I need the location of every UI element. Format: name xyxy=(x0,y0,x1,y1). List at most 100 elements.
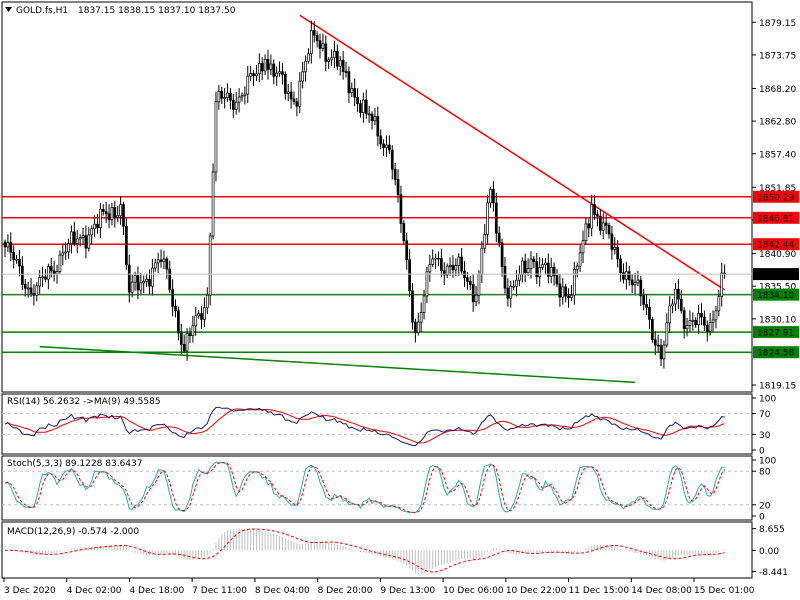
candle-body xyxy=(153,262,157,269)
candle xyxy=(353,78,357,107)
rsi-line xyxy=(4,406,725,447)
stochastic-panel[interactable] xyxy=(1,455,753,521)
candle-body xyxy=(564,286,568,297)
candle xyxy=(304,55,307,82)
candle xyxy=(78,234,82,247)
candle xyxy=(688,310,692,332)
candle xyxy=(648,299,651,329)
candle-body xyxy=(448,265,452,267)
candle xyxy=(113,200,117,228)
candle-body xyxy=(362,99,365,113)
tick-label: 0 xyxy=(759,447,765,457)
candle-body xyxy=(84,235,88,249)
candle-body xyxy=(665,322,669,346)
candle xyxy=(237,88,241,113)
candle xyxy=(723,264,726,279)
candle-body xyxy=(558,283,562,298)
trendline-descending_resistance[interactable] xyxy=(299,14,726,291)
candle-body xyxy=(174,305,177,312)
candle-body xyxy=(440,258,443,272)
candle-body xyxy=(546,262,550,277)
candle xyxy=(104,201,108,224)
time-tick-label: 4 Dec 18:00 xyxy=(129,586,184,596)
candle-body xyxy=(541,264,544,268)
candle xyxy=(572,261,576,305)
candle xyxy=(720,262,724,307)
candle-body xyxy=(434,257,437,260)
candle xyxy=(289,81,293,109)
candle-body xyxy=(356,96,359,104)
collapse-arrow-icon[interactable] xyxy=(5,7,12,12)
candle-body xyxy=(75,238,79,244)
candle xyxy=(393,162,397,186)
candle xyxy=(575,262,579,278)
candle xyxy=(185,328,189,361)
candle-body xyxy=(243,93,247,97)
level-label: 1824.58 xyxy=(757,349,794,359)
candle-body xyxy=(168,268,172,290)
candle xyxy=(593,195,596,220)
candle xyxy=(119,196,122,225)
candle-body xyxy=(197,313,200,317)
candle xyxy=(674,283,677,311)
candle xyxy=(627,266,631,286)
candle-body xyxy=(645,304,648,308)
candle-body xyxy=(116,215,120,218)
macd-layer: 8.655 0.00 -8.441 xyxy=(4,525,788,578)
candle xyxy=(541,258,544,271)
candle xyxy=(182,334,186,354)
candle xyxy=(396,169,400,203)
candle-body xyxy=(607,224,611,235)
candle-body xyxy=(460,256,463,272)
candle xyxy=(468,275,472,290)
trendline-descending_support[interactable] xyxy=(39,345,636,384)
candle xyxy=(151,258,154,296)
candle xyxy=(252,70,255,87)
candle xyxy=(162,250,166,270)
candle-body xyxy=(292,98,296,103)
candle xyxy=(474,286,478,307)
rsi-ma-line xyxy=(4,408,725,444)
candle-body xyxy=(688,320,692,326)
candle-body xyxy=(515,279,518,287)
candle xyxy=(101,204,105,216)
candle xyxy=(156,252,160,274)
candle-body xyxy=(234,101,238,110)
candle xyxy=(249,65,252,81)
candle-body xyxy=(529,258,533,269)
candle xyxy=(347,66,351,103)
candle xyxy=(110,202,114,226)
tick-label: 80 xyxy=(759,468,771,478)
candle xyxy=(136,266,140,300)
candle xyxy=(81,228,85,244)
rsi-panel[interactable] xyxy=(1,393,753,455)
candle-body xyxy=(677,288,680,300)
candle-body xyxy=(720,272,724,297)
candle xyxy=(217,84,221,110)
level-label: 1834.10 xyxy=(757,291,794,301)
candle xyxy=(590,194,594,237)
candle-body xyxy=(714,310,718,321)
candle-body xyxy=(324,43,328,62)
candle xyxy=(405,233,409,270)
candle-body xyxy=(717,295,721,312)
candle-body xyxy=(3,241,7,248)
candle xyxy=(275,66,279,86)
candle-body xyxy=(466,277,469,282)
candle xyxy=(15,255,18,264)
candle-body xyxy=(598,215,602,231)
candle-body xyxy=(682,310,686,330)
candle-body xyxy=(671,303,674,307)
candle-body xyxy=(107,213,111,221)
candle-body xyxy=(23,284,27,289)
candle-body xyxy=(312,30,316,36)
price-tick-label: 1851.85 xyxy=(759,184,796,194)
candle-body xyxy=(278,71,281,74)
candle-body xyxy=(289,91,293,100)
candle-body xyxy=(567,295,570,298)
candle xyxy=(281,63,284,85)
level-label: 1850.29 xyxy=(757,193,794,203)
candle xyxy=(286,84,290,101)
candle xyxy=(99,203,102,238)
